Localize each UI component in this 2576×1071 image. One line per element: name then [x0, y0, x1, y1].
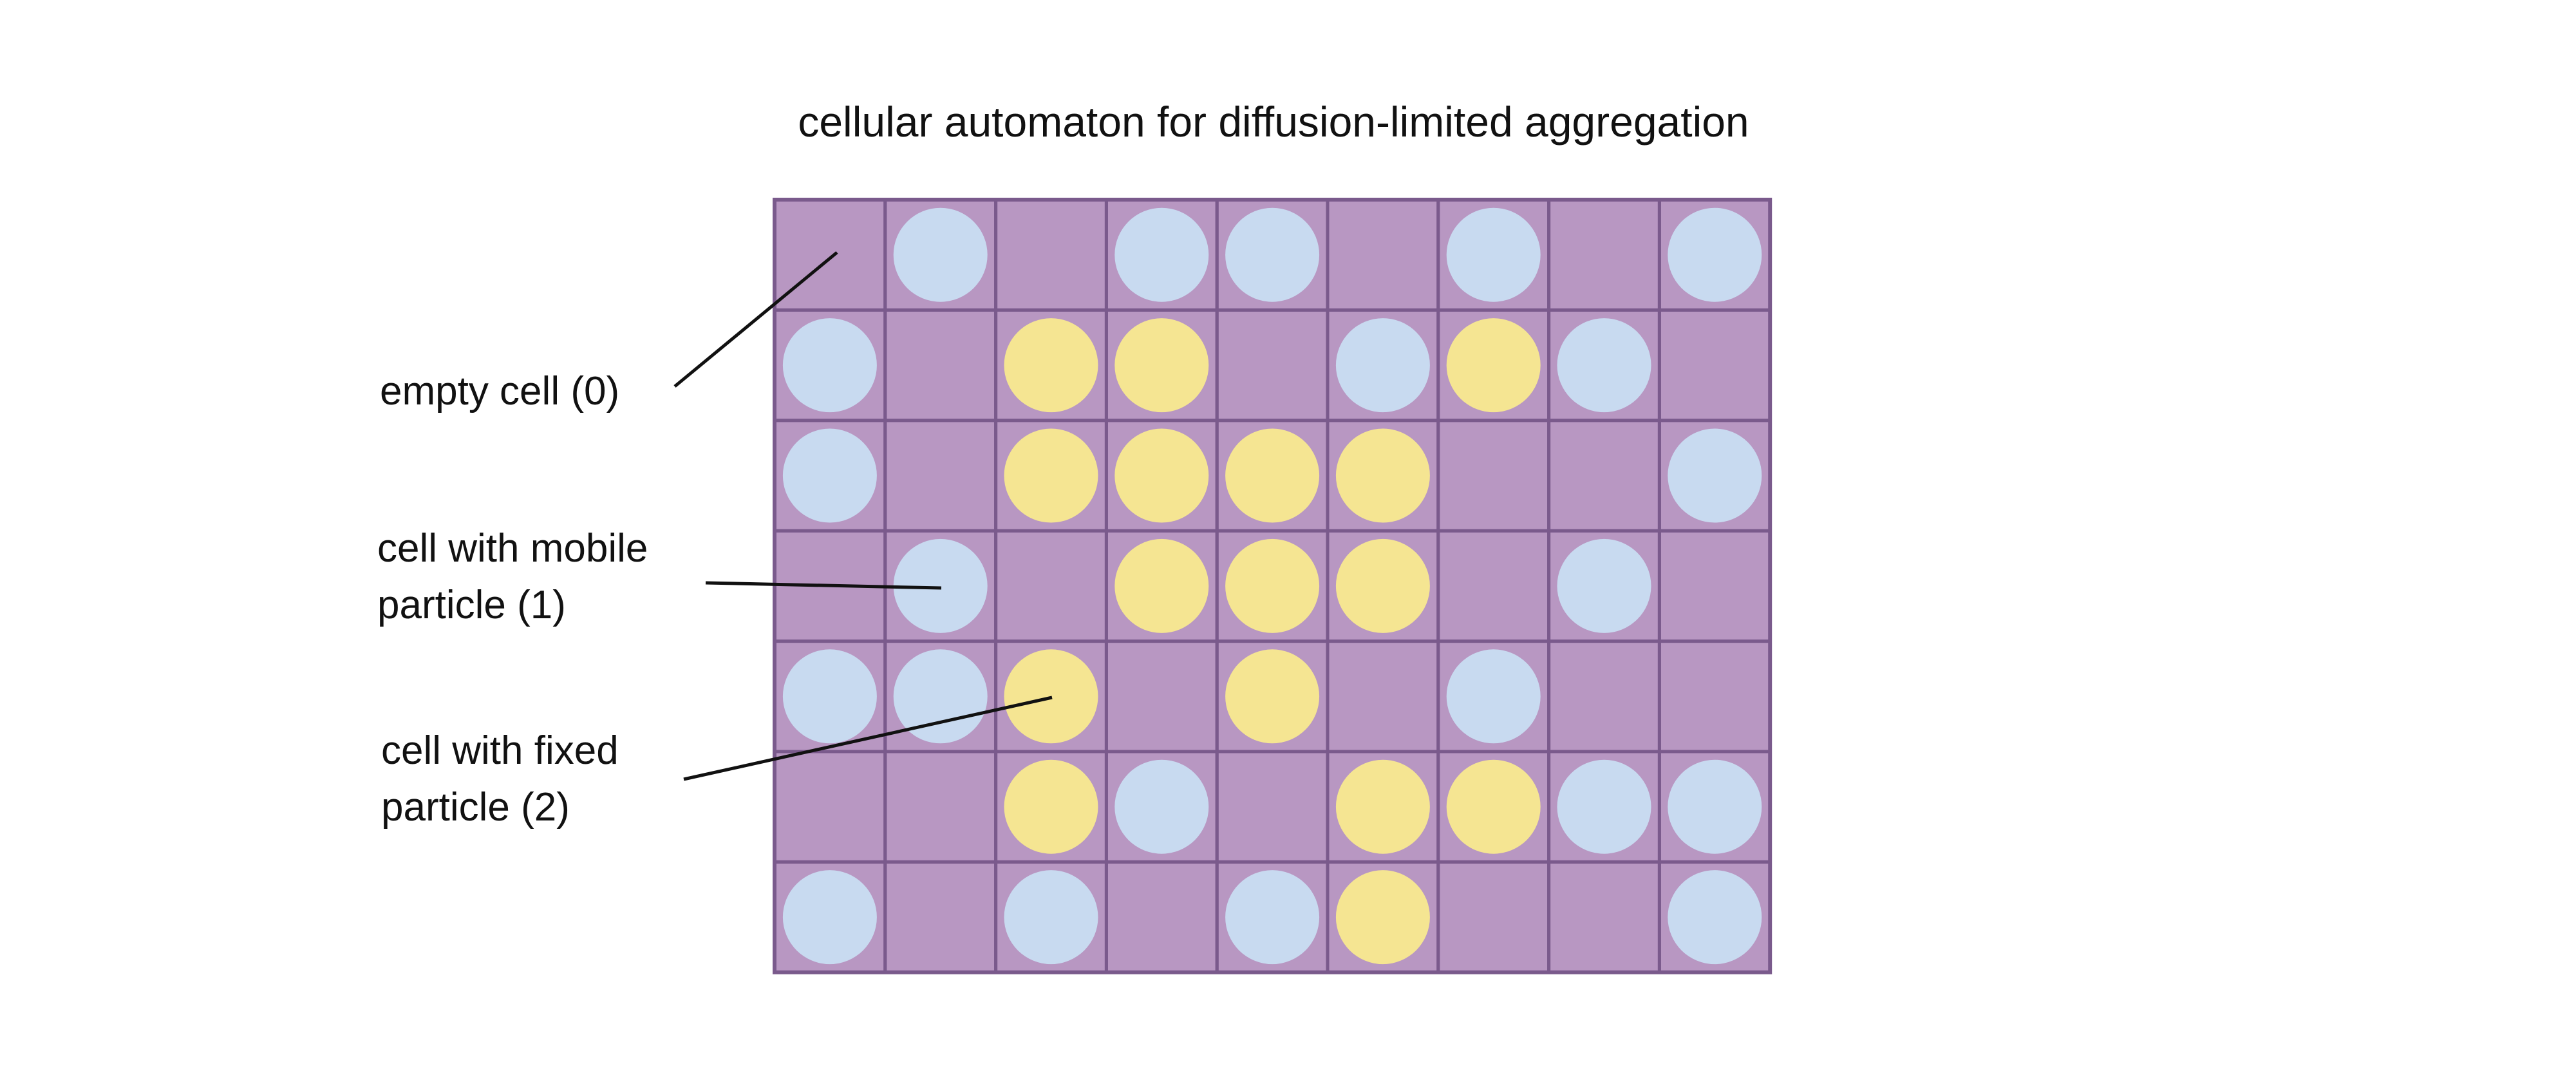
fixed-particle	[1004, 759, 1098, 854]
fixed-particle	[1004, 318, 1098, 413]
mobile-particle	[1114, 759, 1209, 854]
fixed-particle	[1225, 649, 1320, 744]
grid-border	[773, 198, 1772, 974]
fixed-particle	[1114, 538, 1209, 633]
automaton-grid	[773, 198, 1772, 974]
mobile-particle	[1557, 318, 1651, 413]
mobile-particle	[782, 318, 877, 413]
mobile-particle	[1668, 207, 1762, 302]
fixed-particle	[1004, 428, 1098, 523]
fixed-particle	[1114, 428, 1209, 523]
mobile-particle	[1668, 870, 1762, 965]
fixed-particle	[1335, 759, 1430, 854]
legend-mobile-line-1: cell with mobile	[377, 526, 648, 571]
fixed-particle	[1335, 428, 1430, 523]
fixed-particle	[1335, 538, 1430, 633]
fixed-particle	[1225, 538, 1320, 633]
legend-fixed-line-2: particle (2)	[381, 785, 570, 829]
mobile-particle	[1004, 870, 1098, 965]
leader-line-empty-cell	[673, 251, 838, 388]
leader-line-mobile-particle	[705, 581, 942, 590]
mobile-particle	[893, 538, 988, 633]
mobile-particle	[782, 649, 877, 744]
mobile-particle	[1557, 538, 1651, 633]
leader-line-fixed-particle	[683, 696, 1053, 781]
legend: empty cell (0) cell with mobile particle…	[377, 251, 1053, 829]
mobile-particle	[1225, 870, 1320, 965]
legend-label-empty-cell: empty cell (0)	[380, 369, 619, 413]
mobile-particle	[1335, 318, 1430, 413]
mobile-particle	[1114, 207, 1209, 302]
mobile-particle	[1225, 207, 1320, 302]
mobile-particle	[1446, 207, 1541, 302]
mobile-particle	[1668, 428, 1762, 523]
mobile-particle	[782, 870, 877, 965]
legend-mobile-line-2: particle (1)	[377, 583, 566, 627]
legend-label-mobile-particle: cell with mobile particle (1)	[377, 526, 659, 627]
fixed-particle	[1446, 318, 1541, 413]
fixed-particle	[1335, 870, 1430, 965]
mobile-particle	[893, 649, 988, 744]
mobile-particle	[893, 207, 988, 302]
fixed-particle	[1225, 428, 1320, 523]
legend-label-fixed-particle: cell with fixed particle (2)	[381, 728, 630, 829]
mobile-particle	[782, 428, 877, 523]
fixed-particle	[1446, 759, 1541, 854]
legend-fixed-line-1: cell with fixed	[381, 728, 619, 773]
mobile-particle	[1446, 649, 1541, 744]
mobile-particle	[1668, 759, 1762, 854]
diagram-title: cellular automaton for diffusion-limited…	[798, 98, 1749, 146]
mobile-particle	[1557, 759, 1651, 854]
legend-empty-line-1: empty cell (0)	[380, 369, 619, 413]
fixed-particle	[1114, 318, 1209, 413]
